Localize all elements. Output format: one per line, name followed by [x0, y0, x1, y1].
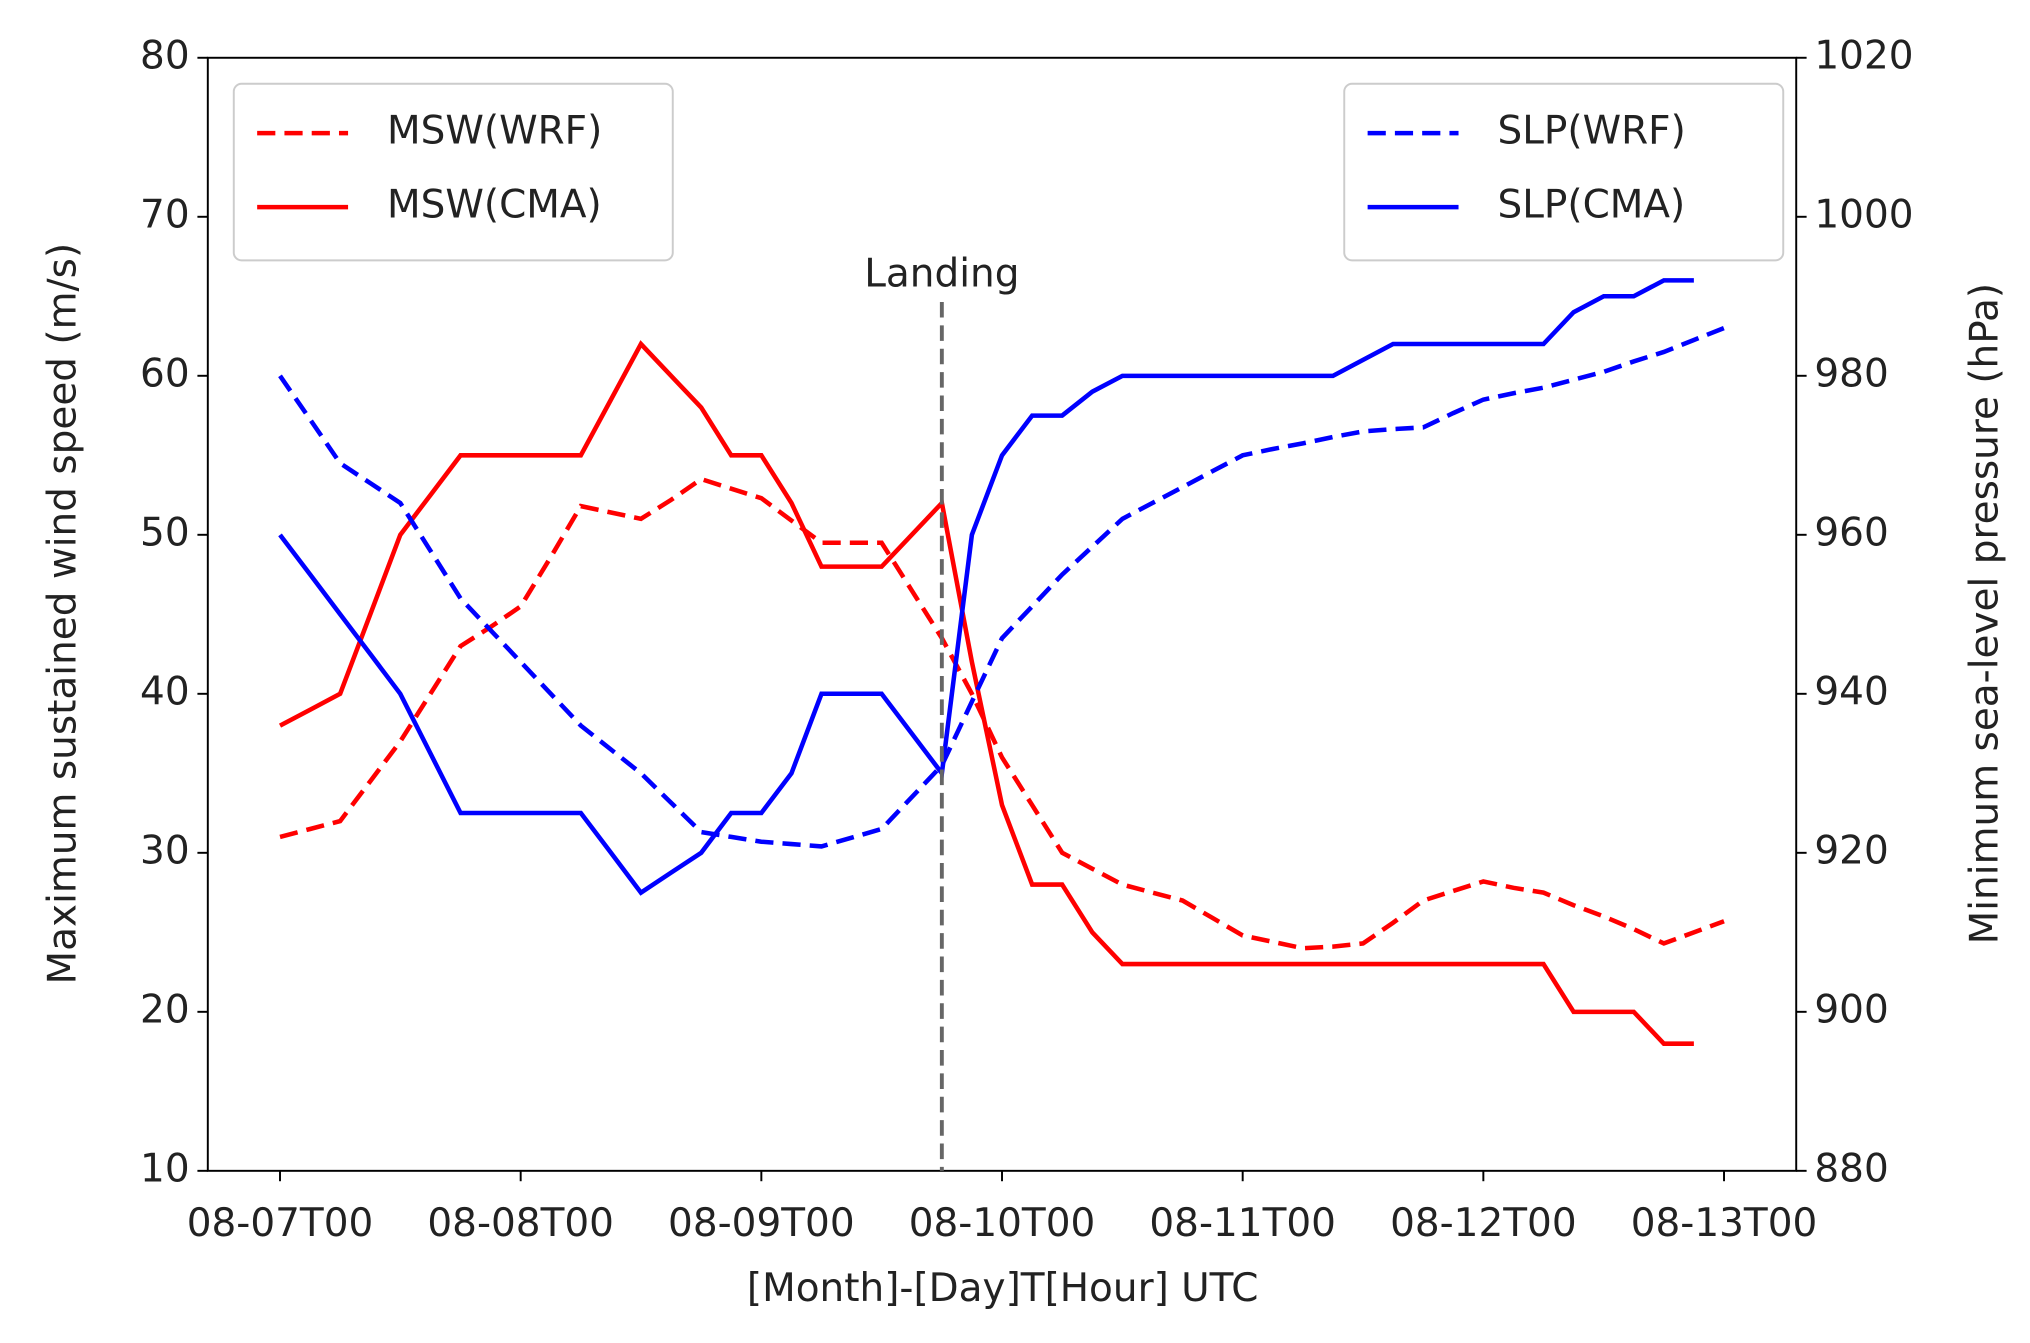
series-line: [279, 476, 1725, 951]
x-tick-label: 08-09T00: [668, 1201, 855, 1246]
landing-label: Landing: [864, 251, 1019, 296]
y-tick-label: 70: [140, 192, 190, 237]
x-tick-label: 08-08T00: [427, 1201, 614, 1246]
y-tick-label: 50: [140, 510, 190, 555]
y-tick-label: 20: [140, 987, 190, 1032]
y2-tick-label: 980: [1814, 351, 1888, 396]
y-tick-label: 10: [140, 1146, 190, 1191]
y2-tick-label: 940: [1814, 669, 1888, 714]
legend-box: [232, 82, 674, 262]
y2-tick-label: 1020: [1814, 33, 1913, 78]
y-tick-label: 40: [140, 669, 190, 714]
y-tick-label: 80: [140, 33, 190, 78]
legend-label: SLP(WRF): [1497, 109, 1685, 154]
legend-label: MSW(CMA): [387, 183, 602, 228]
x-tick-label: 08-11T00: [1149, 1201, 1336, 1246]
y-tick-label: 30: [140, 828, 190, 873]
y2-axis-label: Minimum sea-level pressure (hPa): [1963, 283, 2008, 944]
y2-tick-label: 960: [1814, 510, 1888, 555]
y2-tick-label: 1000: [1814, 192, 1913, 237]
y2-tick-label: 920: [1814, 828, 1888, 873]
y-axis-label: Maximum sustained wind speed (m/s): [40, 243, 85, 985]
x-tick-label: 08-13T00: [1631, 1201, 1818, 1246]
y2-tick-label: 900: [1814, 987, 1888, 1032]
legend-box: [1343, 82, 1785, 262]
series-line: [278, 278, 1694, 896]
y-tick-label: 60: [140, 351, 190, 396]
x-axis-label: [Month]-[Day]T[Hour] UTC: [747, 1266, 1258, 1311]
y2-tick-label: 880: [1814, 1146, 1888, 1191]
legend-label: SLP(CMA): [1497, 183, 1685, 228]
legend-label: MSW(WRF): [387, 109, 602, 154]
x-tick-label: 08-10T00: [909, 1201, 1096, 1246]
x-tick-label: 08-12T00: [1390, 1201, 1577, 1246]
x-tick-label: 08-07T00: [187, 1201, 374, 1246]
series-line: [278, 325, 1725, 849]
series-line: [278, 340, 1694, 1046]
